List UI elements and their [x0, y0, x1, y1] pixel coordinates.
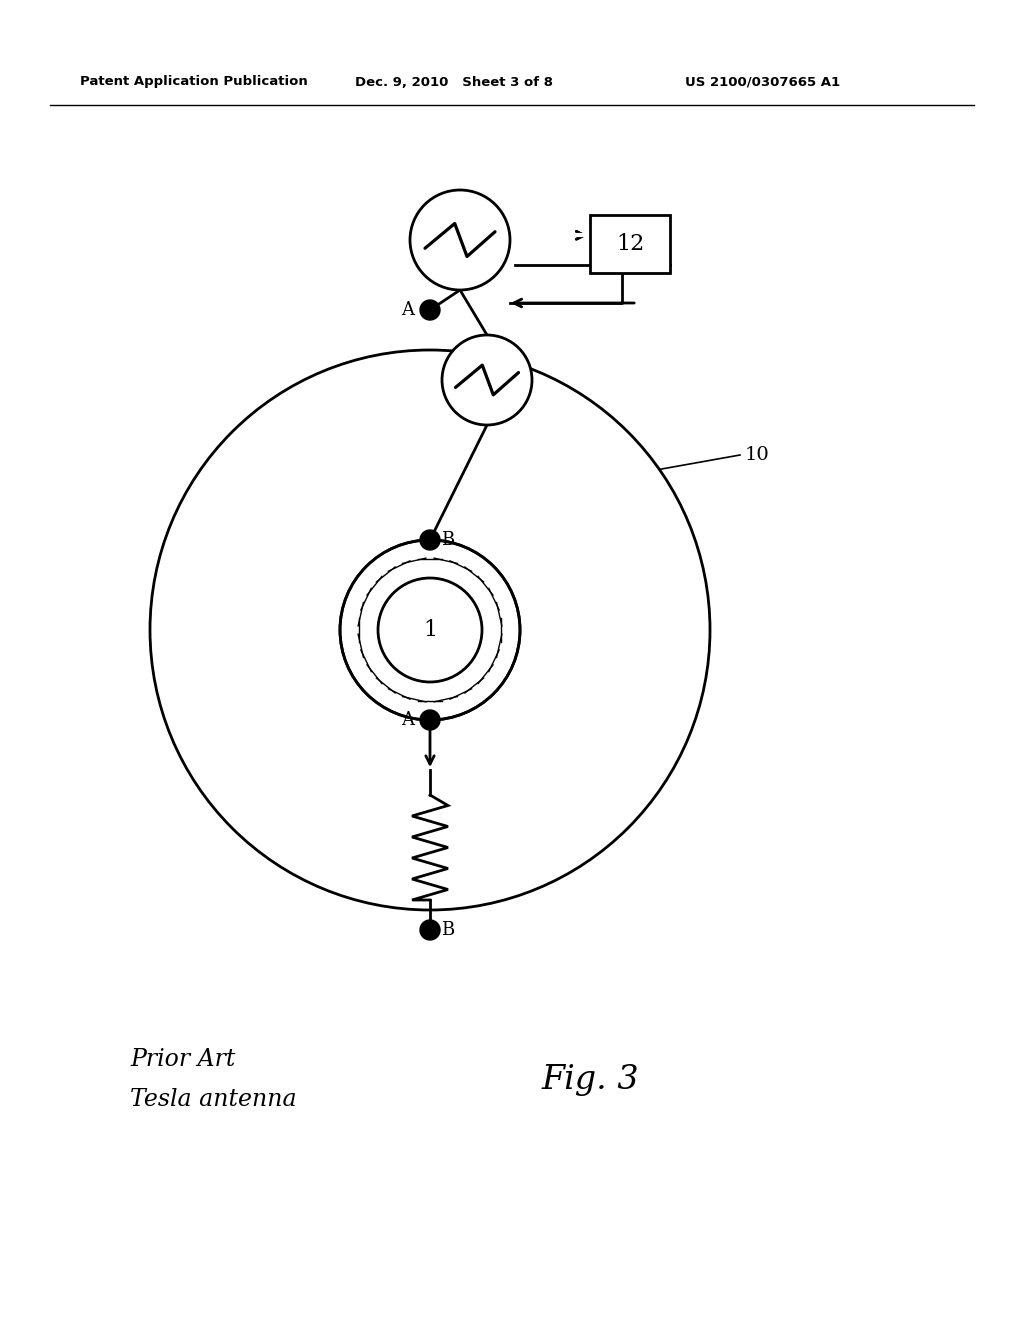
- Text: Prior Art: Prior Art: [130, 1048, 236, 1072]
- Text: Tesla antenna: Tesla antenna: [130, 1089, 297, 1111]
- Text: 1: 1: [423, 619, 437, 642]
- Ellipse shape: [420, 300, 440, 319]
- Text: Fig. 3: Fig. 3: [542, 1064, 639, 1096]
- Bar: [590, 215, 670, 273]
- Text: Patent Application Publication: Patent Application Publication: [80, 75, 308, 88]
- Text: Dec. 9, 2010   Sheet 3 of 8: Dec. 9, 2010 Sheet 3 of 8: [355, 75, 553, 88]
- Ellipse shape: [410, 190, 510, 290]
- Text: B: B: [441, 921, 455, 939]
- Ellipse shape: [420, 920, 440, 940]
- Ellipse shape: [442, 335, 532, 425]
- Text: A: A: [401, 301, 415, 319]
- Text: US 2100/0307665 A1: US 2100/0307665 A1: [685, 75, 840, 88]
- Ellipse shape: [420, 531, 440, 550]
- Text: 10: 10: [745, 446, 770, 465]
- Text: B: B: [441, 531, 455, 549]
- Ellipse shape: [378, 578, 482, 682]
- Text: A: A: [401, 711, 415, 729]
- Text: 12: 12: [615, 234, 644, 255]
- Ellipse shape: [340, 540, 520, 719]
- Ellipse shape: [420, 710, 440, 730]
